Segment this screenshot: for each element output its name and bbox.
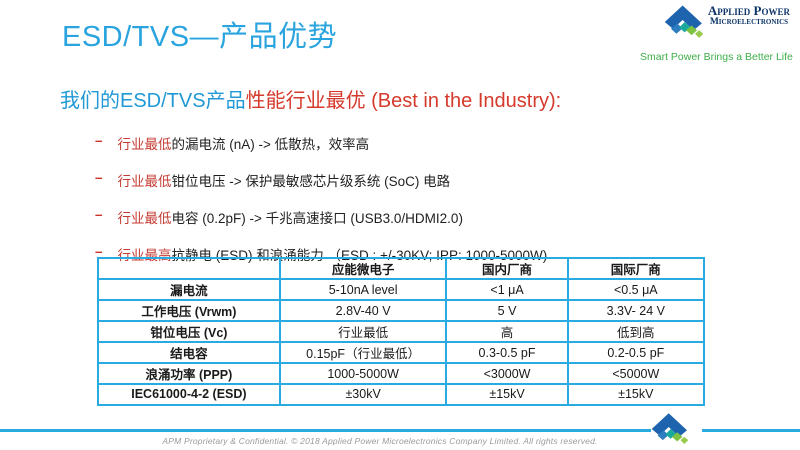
footer-divider-right bbox=[702, 429, 800, 432]
table-header-cell: 国内厂商 bbox=[445, 257, 569, 280]
subtitle: 我们的ESD/TVS产品性能行业最优 (Best in the Industry… bbox=[60, 84, 561, 113]
subtitle-red-part: 性能行业最优 (Best in the Industry): bbox=[245, 90, 562, 112]
table-row: 钳位电压 (Vc) 行业最低 高 低到高 bbox=[97, 320, 706, 343]
footer-copyright: APM Proprietary & Confidential. © 2018 A… bbox=[162, 436, 598, 446]
table-cell: 0.15pF（行业最低） bbox=[278, 341, 448, 364]
bullet-dash: – bbox=[95, 207, 103, 222]
row-label: IEC61000-4-2 (ESD) bbox=[97, 383, 281, 406]
page-title: ESD/TVS—产品优势 bbox=[62, 21, 338, 53]
table-cell: ±30kV bbox=[278, 383, 448, 406]
table-cell: 行业最低 bbox=[278, 320, 448, 343]
table-header-cell bbox=[97, 257, 281, 280]
table-cell: 3.3V- 24 V bbox=[566, 299, 706, 322]
row-label: 浪涌功率 (PPP) bbox=[97, 362, 281, 385]
bullet-highlight: 行业最低 bbox=[117, 211, 172, 226]
row-label: 工作电压 (Vrwm) bbox=[97, 299, 281, 322]
table-cell: <0.5 μA bbox=[566, 278, 706, 301]
table-cell: ±15kV bbox=[566, 383, 706, 406]
bullet-item: – 行业最低电容 (0.2pF) -> 千兆高速接口 (USB3.0/HDMI2… bbox=[95, 207, 715, 227]
logo-name-line2: Microelectronics bbox=[709, 17, 789, 27]
table-cell: <3000W bbox=[445, 362, 569, 385]
bullet-highlight: 行业最低 bbox=[117, 174, 172, 189]
table-row: 结电容 0.15pF（行业最低） 0.3-0.5 pF 0.2-0.5 pF bbox=[97, 341, 706, 364]
table-cell: 1000-5000W bbox=[278, 362, 448, 385]
table-cell: 低到高 bbox=[566, 320, 706, 343]
table-cell: 0.3-0.5 pF bbox=[445, 341, 569, 364]
table-row: 漏电流 5-10nA level <1 μA <0.5 μA bbox=[97, 278, 706, 301]
bullet-text: 电容 (0.2pF) -> 千兆高速接口 (USB3.0/HDMI2.0) bbox=[171, 211, 463, 226]
row-label: 漏电流 bbox=[97, 278, 281, 301]
bullet-text: 的漏电流 (nA) -> 低散热，效率高 bbox=[171, 137, 370, 152]
bullet-text: 钳位电压 -> 保护最敏感芯片级系统 (SoC) 电路 bbox=[171, 174, 451, 189]
table-cell: 0.2-0.5 pF bbox=[566, 341, 706, 364]
table-cell: ±15kV bbox=[445, 383, 569, 406]
table-header-cell: 应能微电子 bbox=[278, 257, 448, 280]
row-label: 钳位电压 (Vc) bbox=[97, 320, 281, 343]
table-row: 工作电压 (Vrwm) 2.8V-40 V 5 V 3.3V- 24 V bbox=[97, 299, 706, 322]
bullet-dash: – bbox=[95, 170, 103, 185]
table-cell: <5000W bbox=[566, 362, 706, 385]
bullet-dash: – bbox=[95, 244, 103, 259]
table-header-cell: 国际厂商 bbox=[566, 257, 706, 280]
logo-name-line1: Applied Power bbox=[707, 3, 790, 18]
table-row: 浪涌功率 (PPP) 1000-5000W <3000W <5000W bbox=[97, 362, 706, 385]
apm-diamond-logo-icon bbox=[662, 4, 706, 45]
row-label: 结电容 bbox=[97, 341, 281, 364]
footer-divider-left bbox=[0, 429, 651, 432]
bullet-dash: – bbox=[95, 133, 103, 148]
table-cell: 5 V bbox=[445, 299, 569, 322]
company-logo: Applied Power Microelectronics Smart Pow… bbox=[640, 3, 793, 63]
table-cell: <1 μA bbox=[445, 278, 569, 301]
comparison-table: 应能微电子 国内厂商 国际厂商 漏电流 5-10nA level <1 μA <… bbox=[97, 257, 706, 406]
bullet-item: – 行业最低的漏电流 (nA) -> 低散热，效率高 bbox=[95, 133, 715, 153]
logo-tagline: Smart Power Brings a Better Life bbox=[640, 51, 793, 63]
subtitle-blue-part: 我们的ESD/TVS产品 bbox=[60, 90, 246, 112]
bullet-item: – 行业最低钳位电压 -> 保护最敏感芯片级系统 (SoC) 电路 bbox=[95, 170, 715, 190]
table-cell: 5-10nA level bbox=[278, 278, 448, 301]
apm-diamond-logo-icon-footer bbox=[649, 412, 691, 450]
bullet-highlight: 行业最低 bbox=[117, 137, 172, 152]
table-row: IEC61000-4-2 (ESD) ±30kV ±15kV ±15kV bbox=[97, 383, 706, 406]
table-cell: 高 bbox=[445, 320, 569, 343]
table-header-row: 应能微电子 国内厂商 国际厂商 bbox=[97, 257, 706, 280]
table-cell: 2.8V-40 V bbox=[278, 299, 448, 322]
